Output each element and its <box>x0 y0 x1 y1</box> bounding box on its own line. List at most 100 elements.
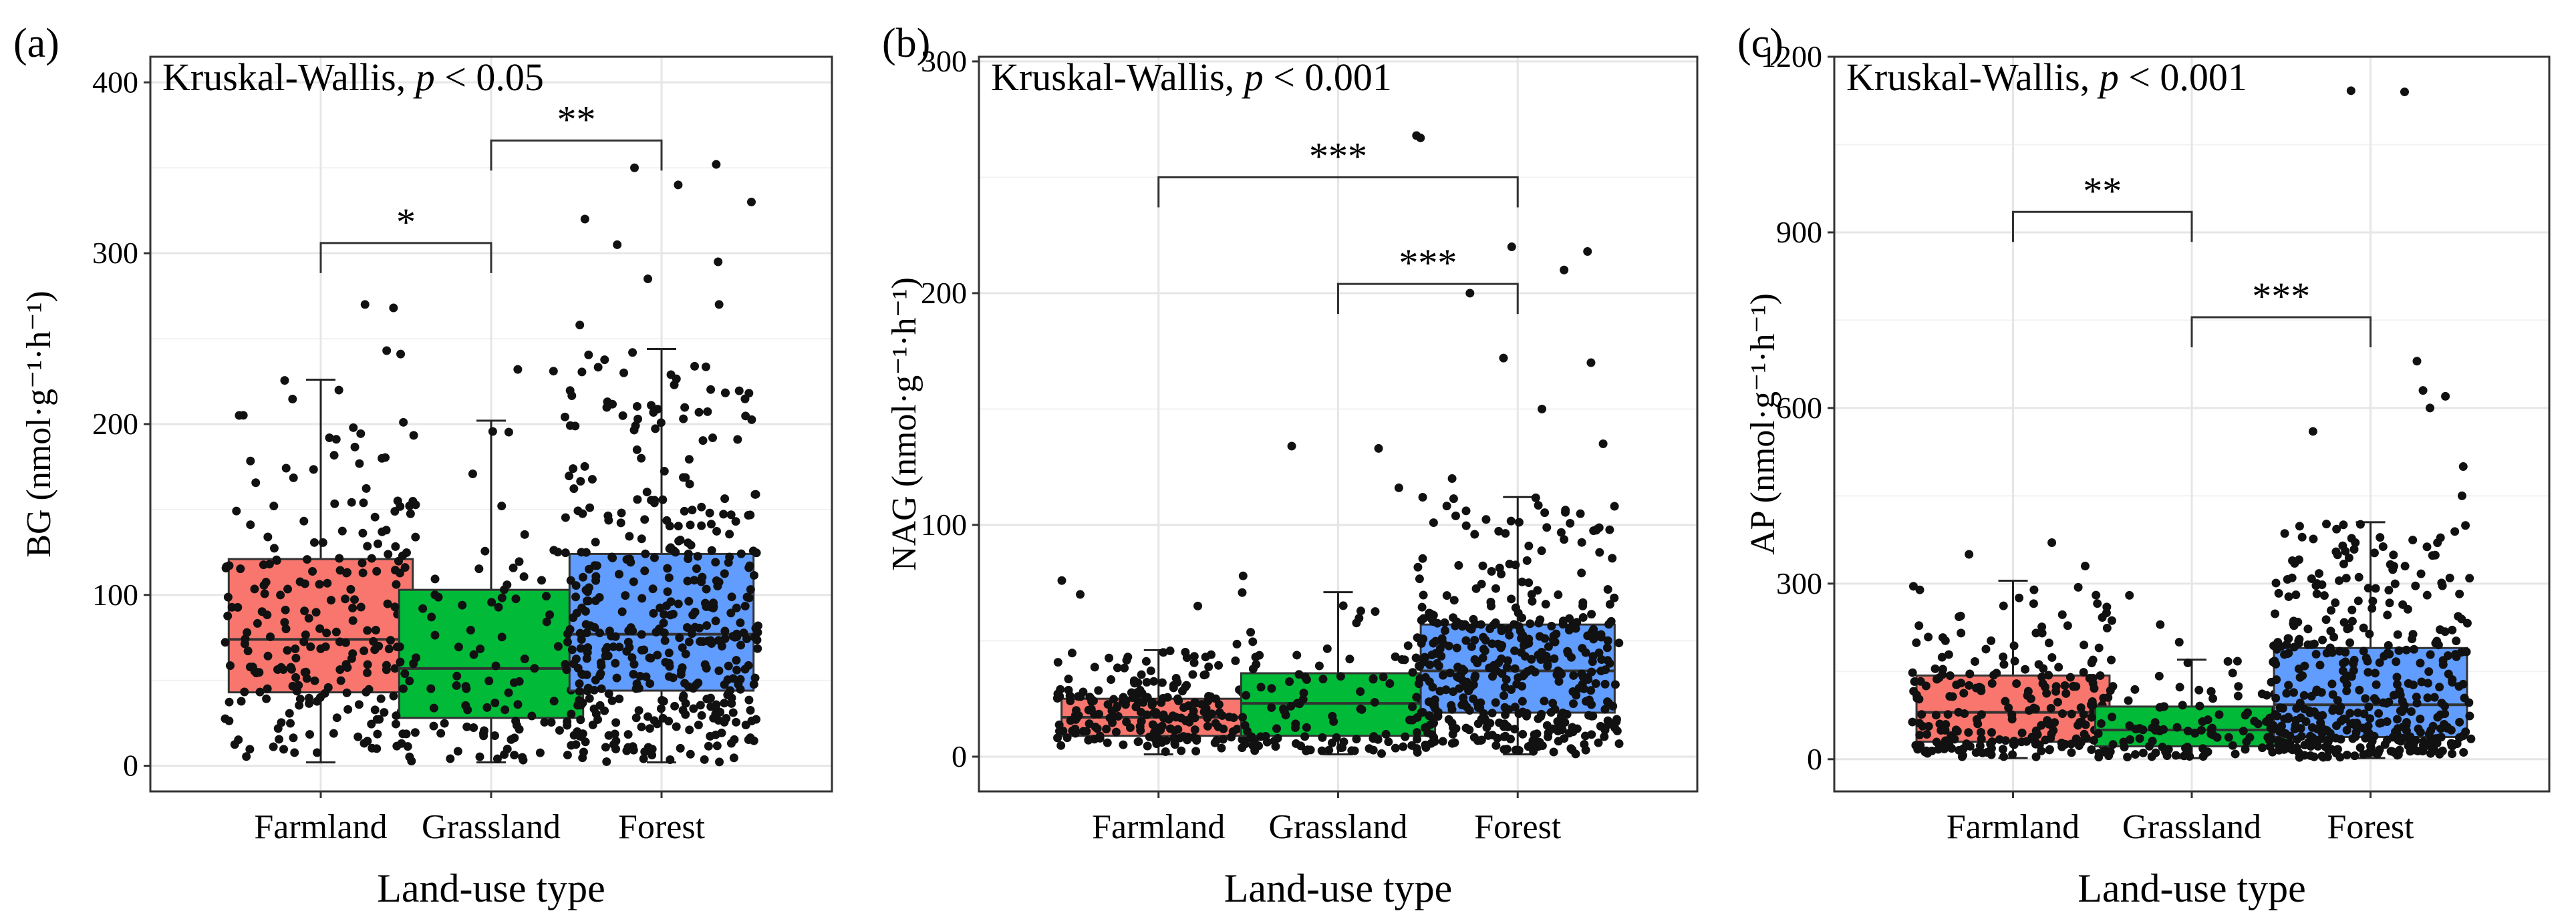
y-tick-label: 0 <box>952 739 967 773</box>
data-point <box>364 685 374 694</box>
data-point <box>1122 656 1131 665</box>
data-point <box>2323 736 2332 745</box>
data-point <box>637 453 646 463</box>
data-point <box>1385 679 1395 689</box>
data-point <box>652 627 661 636</box>
data-point <box>631 713 641 723</box>
data-point <box>2432 636 2442 646</box>
data-point <box>753 621 762 630</box>
data-point <box>2294 664 2303 673</box>
data-point <box>1190 725 1199 735</box>
data-point <box>2295 698 2305 707</box>
data-point <box>2455 717 2464 727</box>
data-point <box>2408 630 2418 639</box>
y-axis-title: NAG (nmol·g⁻¹·h⁻¹) <box>885 277 923 571</box>
data-point <box>302 674 311 683</box>
data-point <box>2156 620 2165 629</box>
data-point <box>637 722 646 731</box>
box-grassland <box>390 365 587 765</box>
data-point <box>1542 523 1552 532</box>
data-point <box>714 578 724 587</box>
data-point <box>612 673 621 683</box>
data-point <box>1287 441 1296 451</box>
data-point <box>359 498 368 508</box>
data-point <box>1518 613 1527 622</box>
data-point <box>2037 622 2047 632</box>
data-point <box>2366 714 2375 723</box>
data-point <box>625 532 634 541</box>
data-point <box>653 405 662 414</box>
data-point <box>686 540 696 550</box>
data-point <box>650 553 659 562</box>
significance-bracket: *** <box>1337 241 1519 315</box>
data-point <box>1487 731 1497 740</box>
data-point <box>744 735 753 745</box>
data-point <box>1214 700 1224 709</box>
data-point <box>1302 723 1311 732</box>
data-point <box>2101 746 2110 755</box>
data-point <box>2154 671 2164 681</box>
data-point <box>257 607 267 616</box>
data-point <box>2223 657 2233 666</box>
data-point <box>752 548 761 558</box>
data-point <box>1203 713 1212 723</box>
data-point <box>1594 523 1604 532</box>
data-point <box>2282 689 2291 698</box>
data-point <box>685 480 694 489</box>
data-point <box>1370 698 1379 707</box>
data-point <box>2318 711 2327 720</box>
data-point <box>331 627 341 636</box>
data-point <box>396 657 405 667</box>
data-point <box>2284 592 2293 601</box>
data-point <box>2125 590 2134 600</box>
significance-label: * <box>396 200 416 244</box>
data-point <box>1491 741 1501 750</box>
data-point <box>221 638 230 647</box>
data-point <box>732 656 741 665</box>
data-point <box>1981 644 1991 654</box>
data-point <box>1517 648 1526 657</box>
data-point <box>1369 674 1378 683</box>
data-point <box>2285 731 2295 741</box>
data-point <box>1914 719 1924 728</box>
data-point <box>1417 638 1426 648</box>
data-point <box>1127 688 1136 697</box>
data-point <box>410 728 420 737</box>
data-point <box>730 735 739 744</box>
data-point <box>1548 635 1558 644</box>
data-point <box>1246 628 1256 637</box>
data-point <box>575 687 584 696</box>
data-point <box>2355 520 2365 529</box>
data-point <box>380 708 389 717</box>
data-point <box>2094 643 2104 653</box>
data-point <box>2465 711 2474 721</box>
data-point <box>2138 725 2148 735</box>
data-point <box>2130 685 2140 694</box>
data-point <box>1938 665 1947 674</box>
data-point <box>527 711 537 721</box>
data-point <box>1159 648 1168 657</box>
data-point <box>723 675 732 685</box>
data-point <box>1206 650 1215 659</box>
data-point <box>430 630 440 640</box>
data-point <box>1470 673 1479 683</box>
data-point <box>2049 726 2058 735</box>
data-point <box>724 558 733 567</box>
data-point <box>628 626 637 636</box>
data-point <box>1965 681 1974 690</box>
data-point <box>1067 649 1077 658</box>
data-point <box>265 632 275 642</box>
data-point <box>1531 493 1540 502</box>
data-point <box>2275 741 2285 751</box>
data-point <box>578 572 587 582</box>
data-point <box>1199 671 1209 680</box>
data-point <box>1070 724 1080 733</box>
data-point <box>2374 709 2384 718</box>
data-point <box>236 564 245 574</box>
data-point <box>398 684 408 693</box>
data-point <box>674 536 684 546</box>
data-point <box>1953 727 1962 736</box>
data-point <box>1203 721 1212 731</box>
data-point <box>269 742 278 751</box>
data-point <box>553 642 563 651</box>
